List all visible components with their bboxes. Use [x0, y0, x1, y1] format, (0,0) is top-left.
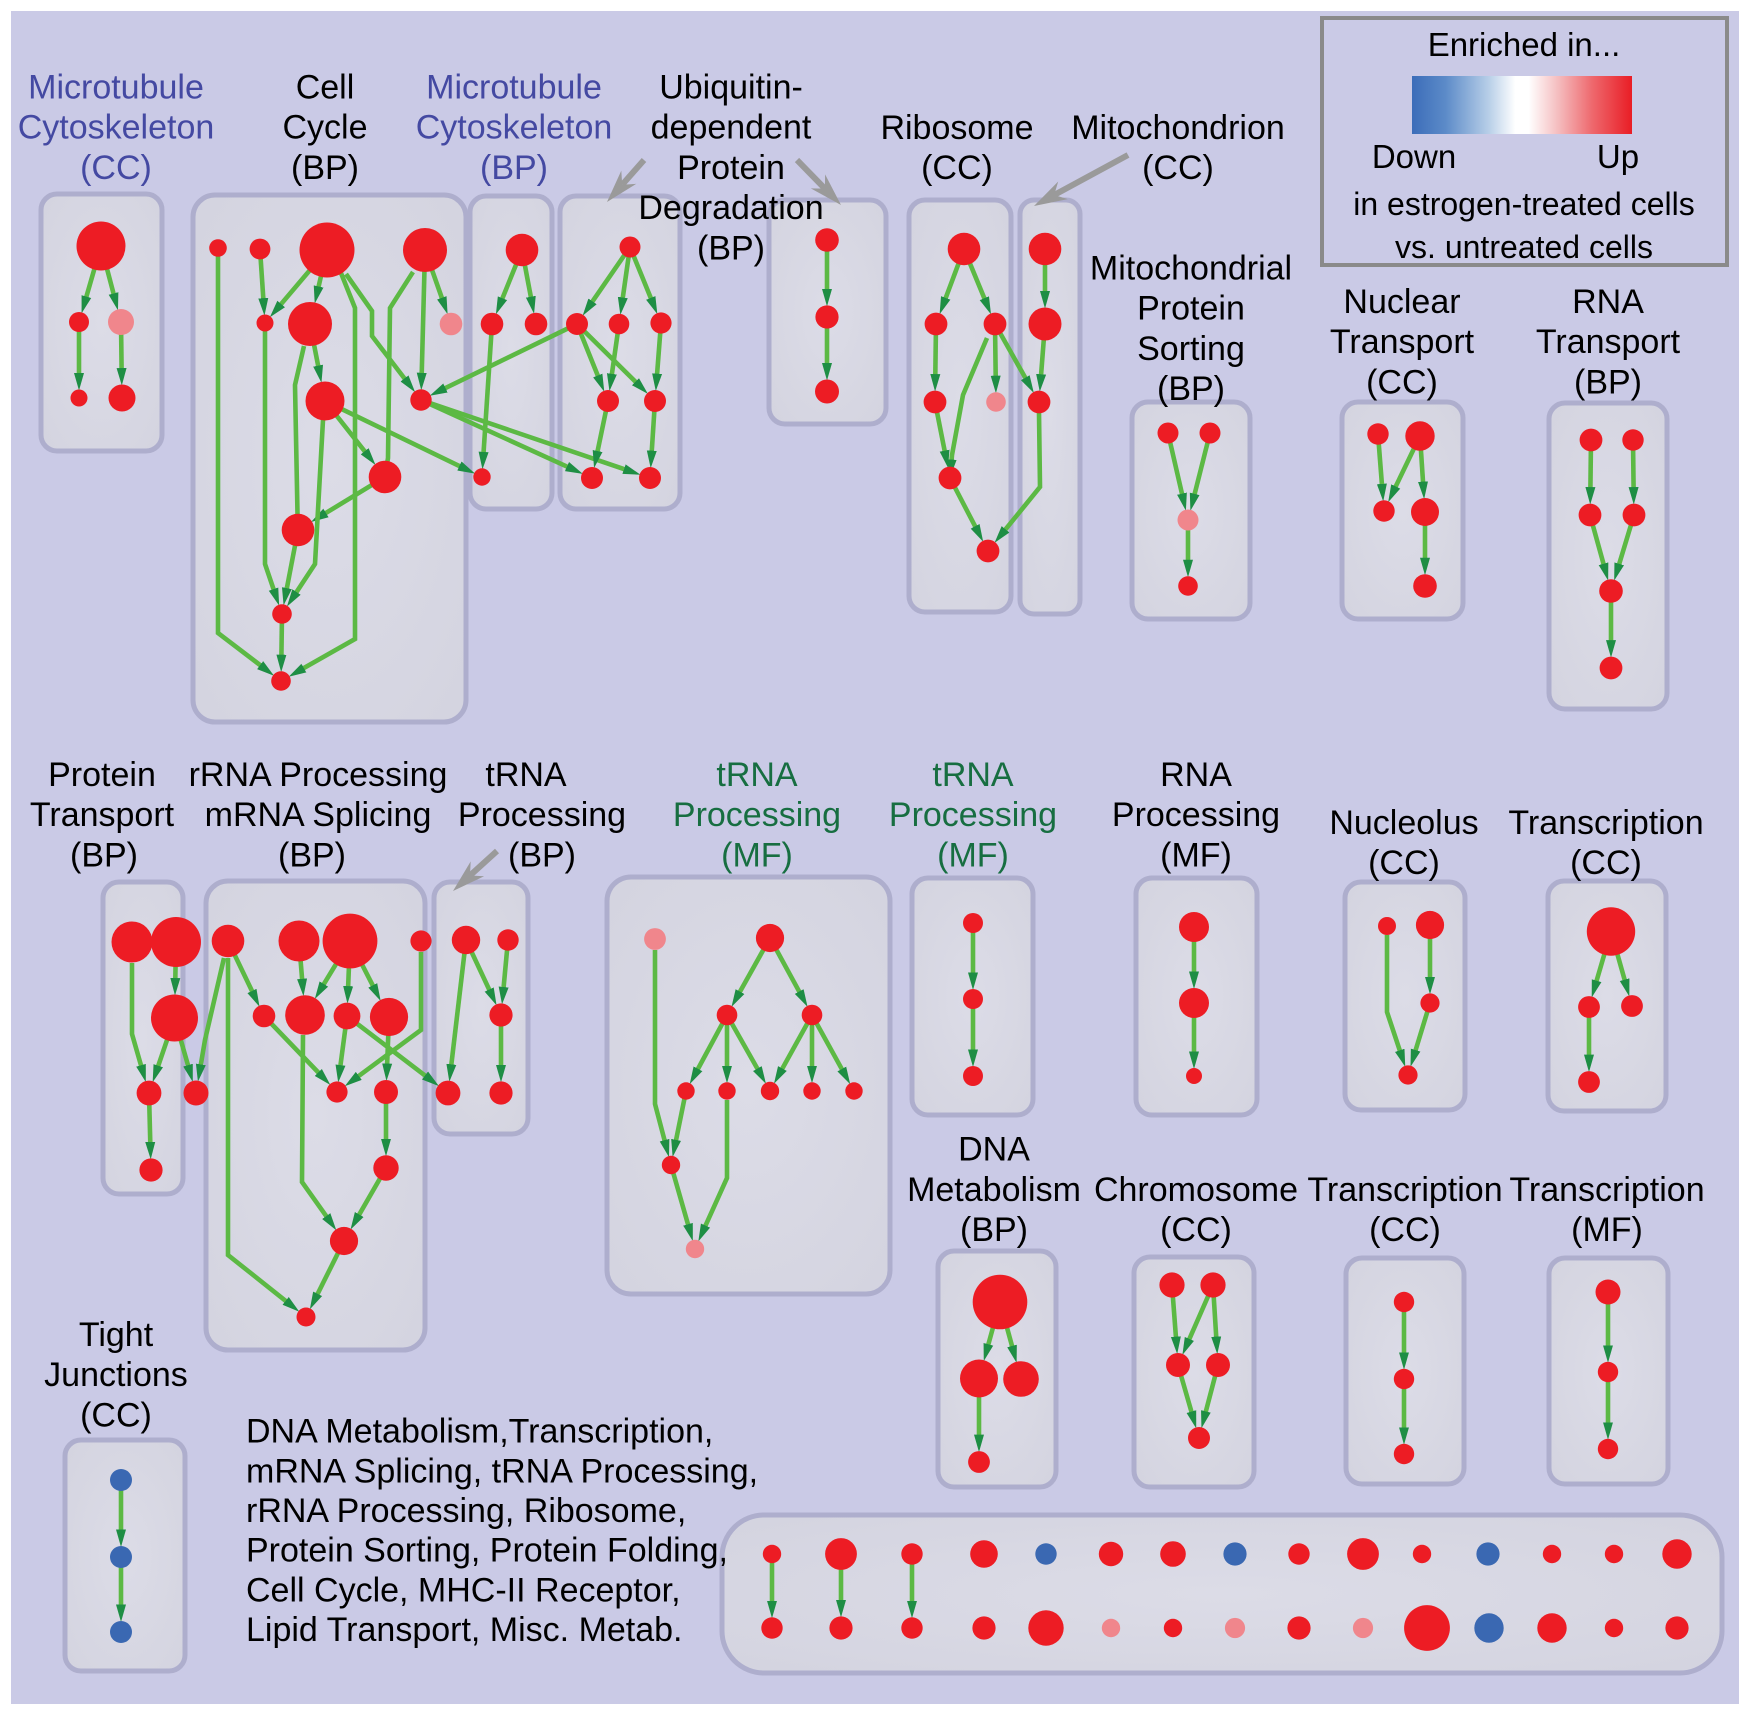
svg-text:DNA: DNA	[958, 1131, 1030, 1169]
svg-text:rRNA Processing, Ribosome,: rRNA Processing, Ribosome,	[246, 1492, 686, 1530]
svg-text:Ribosome: Ribosome	[880, 109, 1033, 147]
svg-text:(MF): (MF)	[1160, 836, 1232, 874]
svg-text:(CC): (CC)	[80, 1396, 152, 1434]
svg-text:Chromosome: Chromosome	[1094, 1171, 1298, 1209]
svg-text:(BP): (BP)	[480, 149, 548, 187]
svg-text:Metabolism: Metabolism	[907, 1171, 1081, 1209]
svg-text:(CC): (CC)	[1160, 1211, 1232, 1249]
svg-text:mRNA Splicing, tRNA Processing: mRNA Splicing, tRNA Processing,	[246, 1452, 758, 1490]
svg-text:(MF): (MF)	[721, 836, 793, 874]
svg-text:Nucleolus: Nucleolus	[1329, 804, 1478, 842]
svg-text:Protein: Protein	[48, 756, 156, 794]
svg-text:Cell Cycle, MHC-II Receptor,: Cell Cycle, MHC-II Receptor,	[246, 1571, 681, 1609]
svg-text:tRNA: tRNA	[932, 756, 1014, 794]
svg-text:dependent: dependent	[651, 109, 812, 147]
svg-text:Mitochondrial: Mitochondrial	[1090, 249, 1292, 287]
svg-text:(CC): (CC)	[1142, 149, 1214, 187]
svg-text:Tight: Tight	[79, 1316, 154, 1354]
svg-text:Protein Sorting, Protein Foldi: Protein Sorting, Protein Folding,	[246, 1532, 728, 1570]
svg-text:(BP): (BP)	[70, 836, 138, 874]
svg-text:(BP): (BP)	[291, 149, 359, 187]
svg-text:Cytoskeleton: Cytoskeleton	[416, 109, 613, 147]
svg-text:RNA: RNA	[1160, 756, 1232, 794]
svg-text:(CC): (CC)	[1368, 844, 1440, 882]
svg-text:Sorting: Sorting	[1137, 330, 1245, 368]
svg-text:mRNA Splicing: mRNA Splicing	[205, 796, 432, 834]
svg-text:Down: Down	[1372, 138, 1456, 175]
svg-text:(BP): (BP)	[1574, 363, 1642, 401]
svg-text:(CC): (CC)	[1570, 844, 1642, 882]
svg-text:Transport: Transport	[1330, 323, 1475, 361]
svg-text:Cytoskeleton: Cytoskeleton	[18, 109, 215, 147]
svg-text:Protein: Protein	[677, 149, 785, 187]
svg-text:Protein: Protein	[1137, 290, 1245, 328]
svg-text:(BP): (BP)	[278, 836, 346, 874]
svg-text:tRNA: tRNA	[485, 756, 567, 794]
svg-text:Transcription: Transcription	[1307, 1171, 1502, 1209]
svg-text:(BP): (BP)	[960, 1211, 1028, 1249]
svg-text:(MF): (MF)	[937, 836, 1009, 874]
svg-text:Processing: Processing	[673, 796, 841, 834]
svg-text:Lipid Transport, Misc. Metab.: Lipid Transport, Misc. Metab.	[246, 1611, 683, 1649]
svg-text:(CC): (CC)	[921, 149, 993, 187]
svg-text:rRNA Processing: rRNA Processing	[189, 756, 448, 794]
svg-text:(MF): (MF)	[1571, 1211, 1643, 1249]
svg-text:Ubiquitin-: Ubiquitin-	[659, 69, 803, 107]
svg-text:Cell: Cell	[296, 69, 355, 107]
svg-text:Cycle: Cycle	[282, 109, 367, 147]
svg-text:tRNA: tRNA	[716, 756, 798, 794]
svg-text:Enriched in...: Enriched in...	[1428, 26, 1621, 63]
svg-text:in estrogen-treated cells: in estrogen-treated cells	[1353, 186, 1695, 222]
svg-text:Up: Up	[1597, 138, 1639, 175]
svg-text:Microtubule: Microtubule	[426, 69, 602, 107]
svg-text:Processing: Processing	[458, 796, 626, 834]
svg-text:(CC): (CC)	[1366, 363, 1438, 401]
svg-text:Nuclear: Nuclear	[1343, 283, 1460, 321]
svg-text:Processing: Processing	[1112, 796, 1280, 834]
svg-text:Transport: Transport	[30, 796, 175, 834]
svg-text:vs. untreated cells: vs. untreated cells	[1395, 229, 1653, 265]
svg-text:Transcription: Transcription	[1508, 804, 1703, 842]
svg-text:Microtubule: Microtubule	[28, 69, 204, 107]
svg-text:Degradation: Degradation	[638, 189, 823, 227]
svg-text:Mitochondrion: Mitochondrion	[1071, 109, 1285, 147]
svg-text:(BP): (BP)	[697, 229, 765, 267]
svg-text:Junctions: Junctions	[44, 1356, 188, 1394]
svg-text:DNA Metabolism,Transcription,: DNA Metabolism,Transcription,	[246, 1413, 713, 1451]
svg-text:Processing: Processing	[889, 796, 1057, 834]
svg-text:(BP): (BP)	[1157, 370, 1225, 408]
svg-text:(CC): (CC)	[80, 149, 152, 187]
svg-text:Transport: Transport	[1536, 323, 1681, 361]
svg-text:Transcription: Transcription	[1509, 1171, 1704, 1209]
svg-text:(CC): (CC)	[1369, 1211, 1441, 1249]
svg-text:(BP): (BP)	[508, 836, 576, 874]
svg-text:RNA: RNA	[1572, 283, 1644, 321]
